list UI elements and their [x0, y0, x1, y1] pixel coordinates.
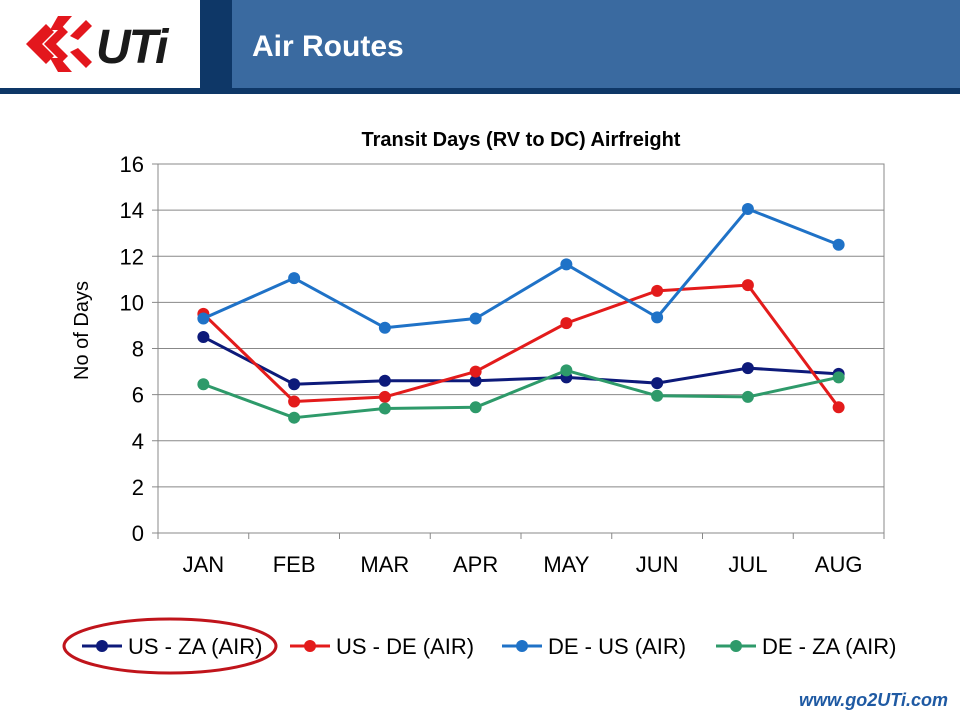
data-point — [469, 374, 482, 387]
data-point — [378, 374, 391, 387]
legend-marker — [730, 640, 742, 652]
legend-marker — [304, 640, 316, 652]
legend-label: DE - ZA (AIR) — [762, 634, 896, 659]
y-tick-label: 6 — [132, 383, 144, 408]
legend-entry: US - ZA (AIR) — [82, 634, 262, 659]
y-tick-label: 8 — [132, 337, 144, 362]
data-point — [197, 330, 210, 343]
y-tick-label: 14 — [120, 198, 144, 223]
data-point — [651, 377, 664, 390]
data-point — [288, 411, 301, 424]
data-point — [832, 238, 845, 251]
data-point — [378, 390, 391, 403]
x-tick-label: MAR — [360, 552, 409, 577]
data-point — [288, 378, 301, 391]
data-point — [741, 390, 754, 403]
legend-marker — [96, 640, 108, 652]
data-point — [651, 284, 664, 297]
x-tick-label: JAN — [183, 552, 225, 577]
x-tick-label: MAY — [543, 552, 589, 577]
y-axis-title: No of Days — [71, 281, 93, 380]
series-1 — [197, 330, 845, 391]
data-point — [741, 202, 754, 215]
data-point — [378, 402, 391, 415]
logo-text: UTi — [96, 21, 168, 74]
legend-entry: US - DE (AIR) — [290, 634, 474, 659]
header: UTi Air Routes — [0, 0, 960, 96]
series-line — [202, 207, 840, 330]
data-point — [832, 371, 845, 384]
data-point — [560, 258, 573, 271]
y-tick-label: 12 — [120, 244, 144, 269]
y-tick-label: 0 — [132, 521, 144, 546]
data-point — [651, 311, 664, 324]
x-tick-label: JUN — [636, 552, 679, 577]
series-line — [202, 335, 839, 386]
footer-url[interactable]: www.go2UTi.com — [798, 690, 948, 710]
chart-title: Transit Days (RV to DC) Airfreight — [361, 129, 681, 151]
y-tick-label: 16 — [120, 152, 144, 177]
header-accent — [200, 0, 232, 88]
header-rule — [0, 88, 960, 94]
y-tick-label: 2 — [132, 475, 144, 500]
data-point — [469, 312, 482, 325]
axes: 0 2 4 6 8 10 12 14 16 JAN FEB MAR APR MAY JUN JUL AUG No … — [71, 152, 885, 577]
series-3 — [197, 202, 845, 334]
series-line — [202, 368, 839, 420]
x-tick-label: JUL — [728, 552, 767, 577]
y-tick-label: 10 — [120, 290, 144, 315]
data-point — [469, 401, 482, 414]
data-point — [560, 364, 573, 377]
legend-marker — [516, 640, 528, 652]
legend: US - ZA (AIR) US - DE (AIR) DE - US (AIR) D… — [82, 634, 896, 659]
y-tick-label: 4 — [132, 429, 144, 454]
x-tick-label: AUG — [815, 552, 863, 577]
series-line — [202, 283, 840, 409]
series-lines — [197, 202, 845, 424]
logo-mark-icon — [26, 16, 92, 72]
data-point — [560, 317, 573, 330]
data-point — [469, 365, 482, 378]
legend-entry: DE - US (AIR) — [502, 634, 686, 659]
legend-label: US - DE (AIR) — [336, 634, 474, 659]
data-point — [832, 401, 845, 414]
data-point — [288, 272, 301, 285]
series-4 — [197, 364, 845, 424]
page-title: Air Routes — [252, 30, 404, 63]
data-point — [197, 378, 210, 391]
logo[interactable]: UTi — [0, 0, 200, 88]
data-point — [378, 321, 391, 334]
x-tick-label: APR — [453, 552, 498, 577]
data-point — [741, 362, 754, 375]
data-point — [651, 389, 664, 402]
legend-label: US - ZA (AIR) — [128, 634, 262, 659]
legend-entry: DE - ZA (AIR) — [716, 634, 896, 659]
data-point — [288, 395, 301, 408]
legend-label: DE - US (AIR) — [548, 634, 686, 659]
data-point — [197, 312, 210, 325]
x-tick-label: FEB — [273, 552, 316, 577]
data-point — [741, 279, 754, 292]
legend-highlight-circle — [62, 617, 278, 675]
